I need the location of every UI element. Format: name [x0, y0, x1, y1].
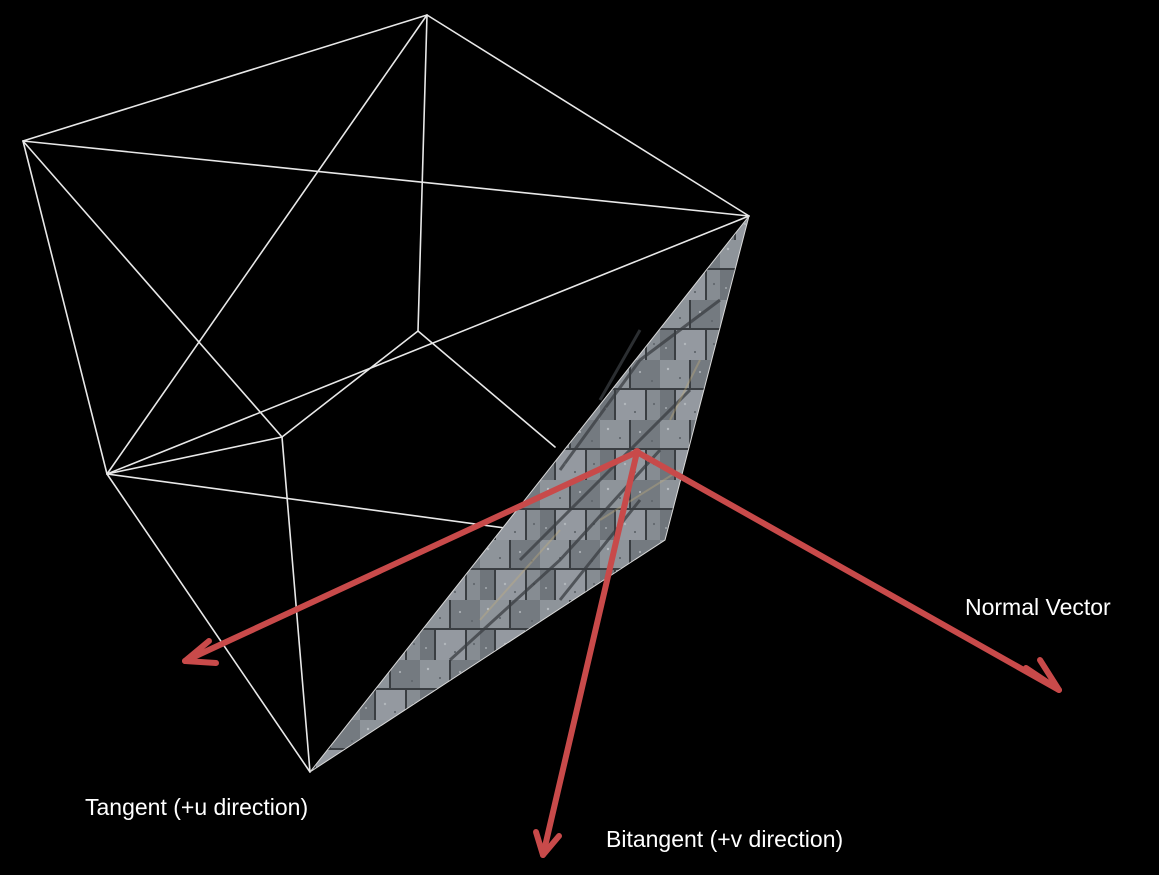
normal-vector-label: Normal Vector — [965, 594, 1111, 620]
cube-edge — [22, 140, 108, 475]
cube-edge — [417, 330, 556, 448]
tangent-vector-arrow — [182, 449, 640, 664]
cube-edge — [417, 14, 428, 332]
cube-edge — [426, 14, 750, 217]
cube-edge — [22, 140, 750, 217]
bitangent-vector-arrow — [540, 449, 640, 858]
bitangent-vector-arrowhead — [533, 829, 562, 858]
cube-edge — [106, 14, 428, 475]
vector-origin — [633, 448, 641, 456]
cube-edge — [281, 436, 311, 773]
normal-vector-arrowhead — [1023, 657, 1062, 693]
cube-edge — [281, 330, 419, 438]
cube-edge — [106, 436, 283, 475]
tangent-vector-arrowhead — [182, 638, 219, 666]
wireframe-cube — [22, 14, 750, 773]
cube-edge — [106, 473, 311, 773]
textured-triangle-face — [309, 215, 750, 773]
cube-edge — [22, 140, 283, 438]
cube-edge — [106, 473, 521, 531]
cube-edge — [106, 215, 750, 475]
normal-vector-arrow — [634, 449, 1062, 693]
tangent-label: Tangent (+u direction) — [85, 794, 309, 820]
cube-edge — [22, 14, 428, 142]
bitangent-label: Bitangent (+v direction) — [606, 826, 844, 852]
